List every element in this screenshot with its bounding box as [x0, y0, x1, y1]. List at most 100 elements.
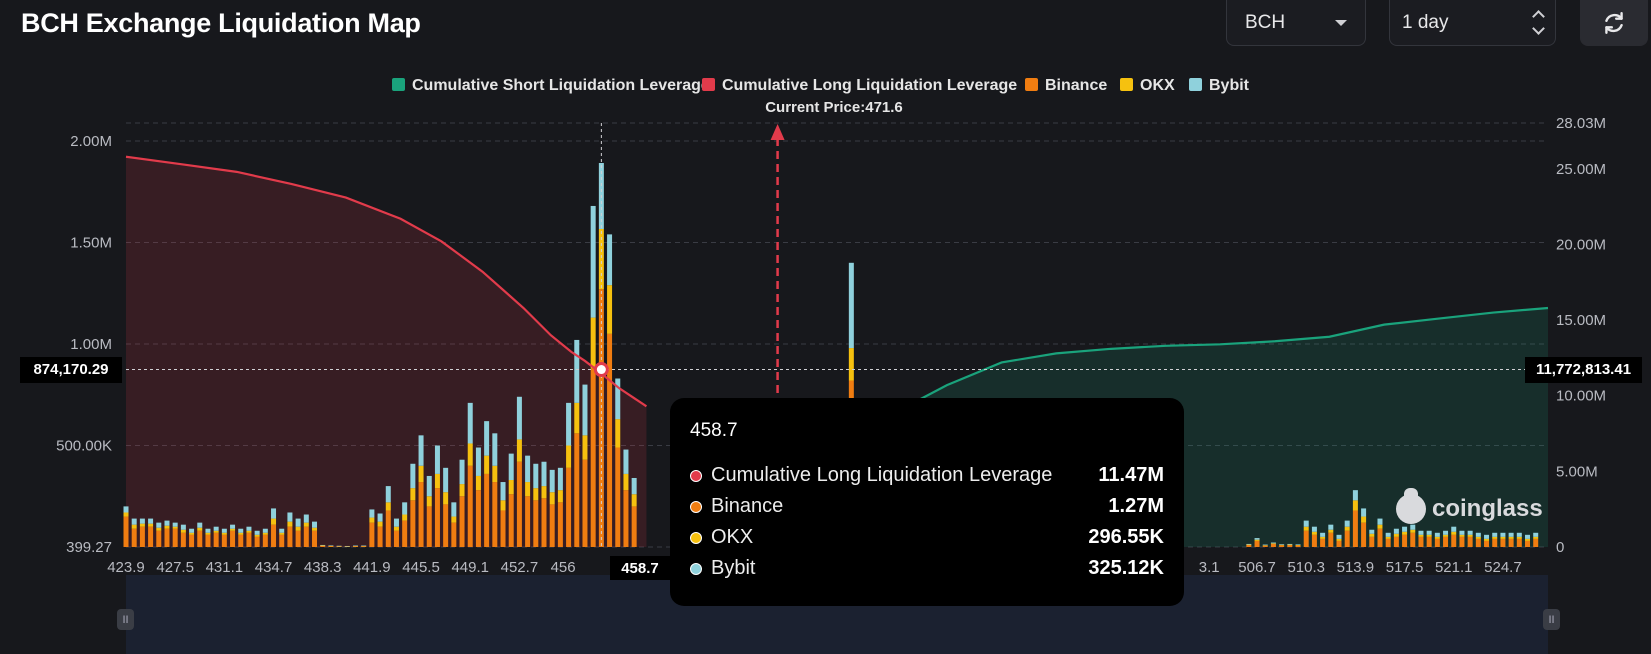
bar-bybit	[467, 402, 473, 444]
bar-binance	[1393, 536, 1399, 547]
bar-bybit	[1426, 530, 1432, 535]
bar-binance	[1361, 522, 1367, 547]
page-title: BCH Exchange Liquidation Map	[21, 8, 421, 38]
bar-binance	[516, 461, 522, 547]
bar-bybit	[451, 502, 457, 517]
bar-binance	[1484, 540, 1490, 547]
bar-okx	[590, 317, 596, 369]
bar-bybit	[221, 528, 227, 533]
bar-okx	[271, 518, 277, 525]
short-line	[891, 306, 1549, 415]
x-axis-tick: 423.9	[107, 559, 145, 576]
bar-okx	[1369, 533, 1375, 537]
right-axis-tick: 5.00M	[1556, 463, 1598, 480]
bar-okx	[1279, 544, 1285, 546]
x-axis-tick: 513.9	[1337, 559, 1375, 576]
bar-binance	[197, 530, 203, 547]
bar-binance	[1418, 536, 1424, 547]
legend-label: OKX	[1140, 77, 1175, 94]
bar-binance	[131, 528, 137, 547]
bar-bybit	[393, 518, 399, 527]
bar-binance	[156, 530, 162, 547]
bar-bybit	[369, 509, 375, 518]
bar-binance	[213, 532, 219, 547]
range-slider-left-handle[interactable]: II	[117, 609, 134, 630]
tooltip-label: OKX	[711, 526, 754, 548]
arrow-up-icon	[770, 124, 785, 140]
bar-binance	[1270, 543, 1276, 547]
bar-bybit	[164, 520, 170, 526]
refresh-button[interactable]	[1580, 0, 1648, 46]
bar-okx	[148, 523, 154, 527]
bar-okx	[623, 473, 629, 491]
bar-binance	[1254, 540, 1260, 547]
bar-okx	[1434, 536, 1440, 539]
bar-okx	[262, 532, 268, 535]
bar-binance	[525, 496, 531, 547]
bar-binance	[1410, 532, 1416, 547]
x-axis-tick: 506.7	[1238, 559, 1276, 576]
coinglass-logo-icon	[1396, 488, 1426, 524]
tooltip-row: Bybit 325.12K	[690, 553, 1164, 584]
legend-label: Cumulative Long Liquidation Leverage	[722, 77, 1017, 94]
bar-okx	[1385, 536, 1391, 539]
bar-okx	[1525, 538, 1531, 541]
bar-okx	[566, 445, 572, 468]
bar-okx	[459, 484, 465, 497]
bar-okx	[1246, 544, 1252, 546]
x-axis-tick: 452.7	[501, 559, 539, 576]
bar-binance	[336, 546, 342, 547]
x-axis-tick: 427.5	[156, 559, 194, 576]
bar-bybit	[549, 469, 555, 493]
bar-bybit	[1361, 508, 1367, 517]
bar-bybit	[328, 545, 334, 546]
bar-bybit	[434, 445, 440, 474]
bar-bybit	[271, 508, 277, 519]
dot-icon	[690, 500, 702, 513]
range-slider-right-handle[interactable]: II	[1543, 609, 1560, 630]
bar-bybit	[336, 545, 342, 547]
time-range-select[interactable]: 1 day	[1389, 0, 1556, 46]
coinglass-watermark: coinglass	[1396, 488, 1543, 524]
bar-binance	[164, 528, 170, 547]
bar-okx	[848, 348, 854, 381]
legend-swatch	[1025, 78, 1038, 91]
bar-bybit	[1467, 530, 1473, 535]
bar-binance	[221, 534, 227, 547]
legend-label: Bybit	[1209, 77, 1250, 94]
bar-bybit	[443, 467, 449, 493]
x-axis-tick: 521.1	[1435, 559, 1473, 576]
bar-okx	[205, 532, 211, 535]
tooltip-label: Bybit	[711, 557, 756, 579]
bar-binance	[508, 494, 514, 547]
bar-okx	[1516, 536, 1522, 539]
bar-okx	[484, 455, 490, 474]
bar-bybit	[1344, 520, 1350, 527]
bar-binance	[574, 433, 580, 547]
bar-okx	[180, 529, 186, 533]
bar-okx	[1508, 536, 1514, 539]
bar-binance	[205, 534, 211, 547]
bar-binance	[541, 498, 547, 547]
bar-binance	[320, 545, 326, 547]
bar-bybit	[848, 262, 854, 349]
bar-okx	[279, 532, 285, 535]
bar-bybit	[172, 522, 178, 527]
bar-binance	[279, 534, 285, 547]
bar-bybit	[1246, 543, 1252, 545]
current-price-marker	[770, 124, 785, 398]
bar-bybit	[1336, 534, 1342, 539]
bar-bybit	[295, 518, 301, 527]
symbol-select[interactable]: BCH	[1226, 0, 1366, 46]
bar-okx	[1254, 539, 1260, 541]
bar-okx	[410, 488, 416, 501]
bar-okx	[574, 402, 580, 434]
bar-okx	[1262, 545, 1268, 546]
bar-binance	[459, 496, 465, 547]
bar-okx	[287, 521, 293, 527]
bar-bybit	[1393, 528, 1399, 534]
bar-okx	[393, 526, 399, 531]
bar-bybit	[1410, 524, 1416, 530]
bar-bybit	[1459, 530, 1465, 535]
bar-okx	[1320, 536, 1326, 539]
